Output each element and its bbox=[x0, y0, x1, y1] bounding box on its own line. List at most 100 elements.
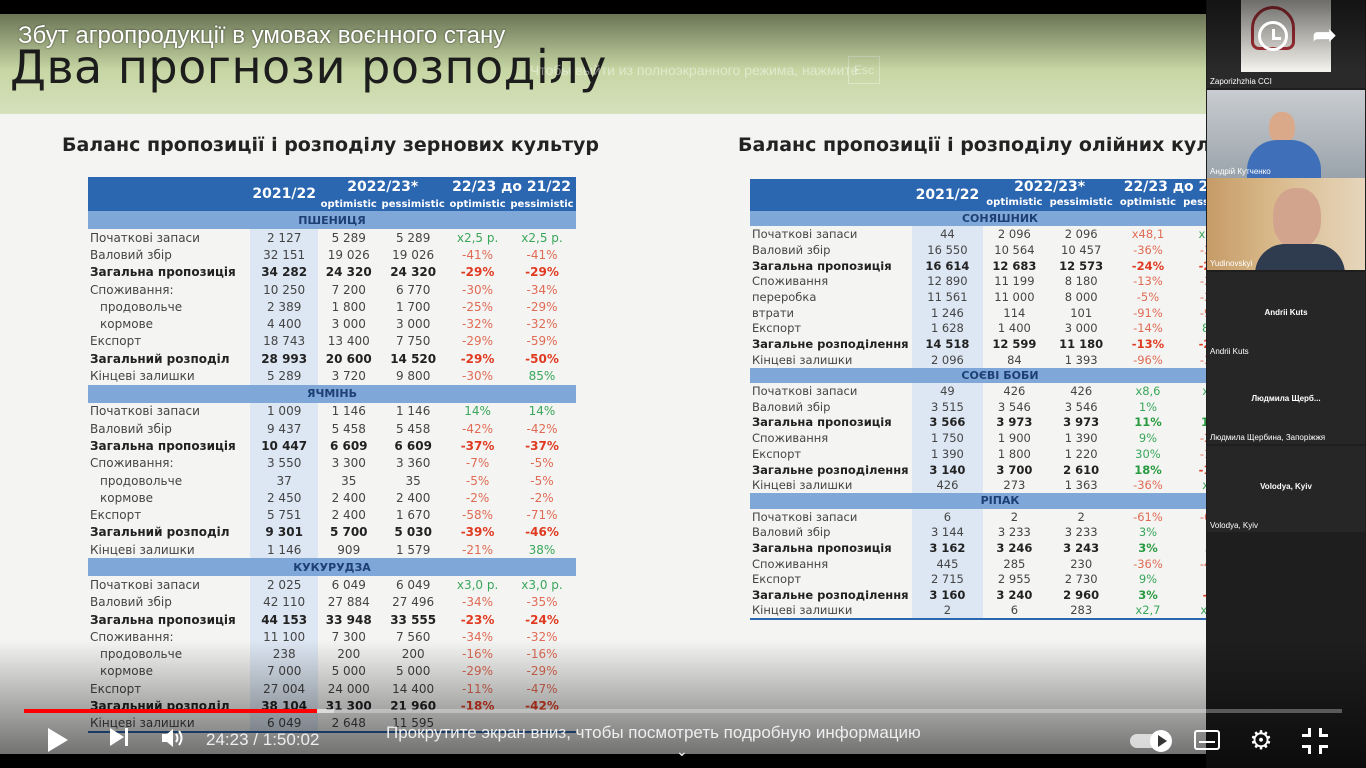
table-row: Експорт 18 743 13 400 7 750 -29% -59% bbox=[88, 332, 576, 351]
subtitles-icon[interactable] bbox=[1194, 730, 1220, 750]
table-cell: 909 bbox=[337, 542, 361, 557]
participant-name: Андрій Кутченко bbox=[1210, 167, 1271, 176]
table-cell: 3 160 bbox=[912, 587, 983, 603]
table-cell: 2 096 bbox=[1064, 227, 1098, 242]
participant-display-name: Людмила Щерб... bbox=[1251, 394, 1321, 403]
table-cell: -36% bbox=[1133, 556, 1163, 571]
header-year-2022: 2022/23* bbox=[318, 177, 448, 197]
table-cell: -2% bbox=[530, 490, 554, 505]
participant-display-name: Andrii Kuts bbox=[1264, 308, 1308, 317]
share-icon[interactable]: ➦ bbox=[1312, 19, 1338, 52]
row-label: Загальне розподілення bbox=[752, 462, 909, 477]
row-label: Загальна пропозиція bbox=[752, 258, 892, 273]
table-row: Загальний розподіл 9 301 5 700 5 030 -39% -46… bbox=[88, 523, 576, 542]
table-cell: 3 233 bbox=[1064, 525, 1098, 540]
table-cell: 1 628 bbox=[912, 320, 983, 337]
table-cell: 3 515 bbox=[912, 398, 983, 415]
table-cell: x2,7 bbox=[1116, 602, 1180, 620]
table-cell: -91% bbox=[1133, 305, 1163, 320]
fullscreen-icon[interactable] bbox=[1302, 728, 1328, 754]
header-comparison: 22/23 до 21/22 bbox=[1116, 179, 1206, 195]
table-cell: -13% bbox=[1131, 337, 1165, 352]
play-icon[interactable] bbox=[48, 728, 68, 752]
header-blank bbox=[750, 195, 912, 211]
table-cell: 9% bbox=[1138, 572, 1158, 587]
participant-video-yudinovskyi: Yudinovskyi bbox=[1207, 178, 1365, 270]
row-label: Кінцеві залишки bbox=[752, 478, 853, 493]
table-cell: -12% bbox=[1199, 446, 1206, 461]
next-icon[interactable] bbox=[110, 726, 132, 750]
header-scenario: pessimistic bbox=[507, 197, 576, 211]
table-row: Експорт 2 715 2 955 2 730 9% 1% bbox=[750, 571, 1207, 588]
row-label: Початкові запаси bbox=[90, 404, 200, 419]
row-label: Загальна пропозиція bbox=[90, 265, 236, 280]
scroll-hint[interactable]: Прокрутите экран вниз, чтобы посмотреть … bbox=[386, 723, 921, 742]
header-scenario: optimistic bbox=[447, 197, 508, 211]
table-cell: 2 610 bbox=[1063, 462, 1100, 477]
settings-icon[interactable]: ⚙ bbox=[1249, 725, 1273, 755]
table-cell: 33 555 bbox=[390, 612, 437, 627]
table-cell: 10 447 bbox=[250, 437, 319, 455]
table-cell: 2 450 bbox=[250, 489, 319, 507]
table-cell: 9% bbox=[1138, 431, 1158, 446]
table-cell: 1% bbox=[1180, 572, 1207, 588]
table-cell: 2 bbox=[1077, 509, 1085, 524]
table-cell: 16 550 bbox=[912, 242, 983, 258]
table-cell: 3% bbox=[1138, 525, 1158, 540]
row-label: Експорт bbox=[90, 334, 142, 349]
table-cell: 3 243 bbox=[1063, 540, 1100, 555]
row-label: Валовий збір bbox=[90, 595, 172, 610]
table-cell: 7 750 bbox=[395, 334, 431, 349]
table-cell: -34% bbox=[526, 282, 558, 297]
table-cell: -59% bbox=[526, 334, 558, 349]
table-cell: -96% bbox=[1133, 352, 1163, 367]
volume-icon[interactable] bbox=[160, 726, 186, 750]
table-cell: -92% bbox=[1199, 305, 1206, 320]
table-cell: 11 180 bbox=[1059, 337, 1104, 352]
table-row: Загальна пропозиція 3 162 3 246 3 243 3% 3% bbox=[750, 540, 1206, 556]
table-row: Споживання 445 285 230 -36% -48% bbox=[750, 555, 1206, 572]
table-row: Експорт 1 628 1 400 3 000 -14% 84% bbox=[750, 320, 1206, 337]
table-row: Загальне розподілення 14 518 12 599 11 180 -… bbox=[750, 336, 1206, 352]
table-cell: 3 144 bbox=[912, 524, 983, 541]
table-cell: 11% bbox=[1134, 415, 1162, 430]
video-title[interactable]: Збут агропродукції в умовах воєнного ста… bbox=[18, 22, 506, 49]
clock-icon[interactable] bbox=[1258, 21, 1288, 51]
table-row: Валовий збір 3 515 3 546 3 546 1% 1% bbox=[750, 398, 1206, 415]
table-cell: -34% bbox=[462, 595, 494, 610]
table-cell: 1 146 bbox=[331, 404, 366, 419]
table-cell: -23% bbox=[460, 612, 495, 627]
participant-tile-andrii-kuts: Andrii Kuts Andrii Kuts bbox=[1207, 272, 1365, 358]
table-cell: 3 973 bbox=[996, 415, 1033, 430]
section-row: СОНЯШНИК bbox=[750, 210, 1206, 227]
table-cell: x2,5 р. bbox=[456, 230, 499, 245]
participant-name: Volodya, Kyiv bbox=[1210, 521, 1259, 530]
table-cell: 20 600 bbox=[325, 351, 372, 366]
progress-bar[interactable] bbox=[24, 709, 1342, 713]
table-cell: -61% bbox=[1133, 509, 1163, 524]
table-cell: 6 770 bbox=[395, 282, 431, 297]
autoplay-icon[interactable] bbox=[1130, 730, 1174, 752]
table-cell: 2 730 bbox=[1064, 572, 1098, 587]
table-cell: 16 614 bbox=[912, 257, 983, 274]
table-cell: 3 000 bbox=[395, 317, 431, 332]
row-label: Початкові запаси bbox=[90, 577, 200, 592]
table-cell: 44 153 bbox=[250, 610, 319, 629]
row-label: Початкові запаси bbox=[752, 227, 858, 242]
table-cell: 11 000 bbox=[994, 289, 1035, 304]
table-cell: 3% bbox=[1180, 540, 1206, 556]
section-name: СОНЯШНИК bbox=[750, 210, 1206, 227]
table-cell: -39% bbox=[460, 525, 495, 540]
table-cell: 426 bbox=[1070, 384, 1093, 399]
table-cell: 35 bbox=[405, 473, 421, 488]
table-cell: 32 151 bbox=[250, 246, 319, 264]
time-separator: / bbox=[253, 730, 263, 749]
table-cell: 8 180 bbox=[1064, 274, 1098, 289]
table-row: Експорт 5 751 2 400 1 670 -58% -71% bbox=[88, 506, 576, 524]
chevron-down-icon[interactable]: ⌄ bbox=[676, 743, 688, 759]
table-cell: 3 566 bbox=[912, 414, 983, 431]
table-cell: 1 390 bbox=[912, 446, 983, 462]
